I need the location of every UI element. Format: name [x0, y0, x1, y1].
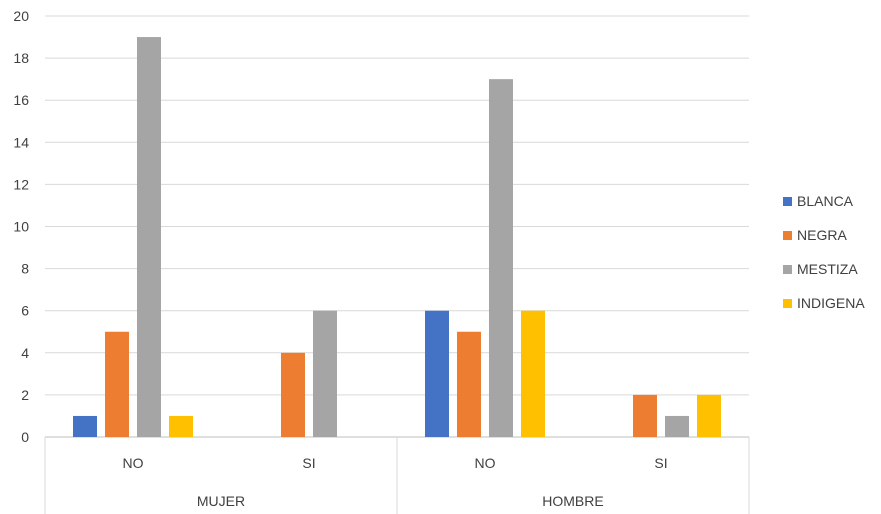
- y-tick-label: 4: [21, 345, 29, 361]
- x-tick-label: SI: [302, 455, 315, 471]
- bar-negra: [457, 331, 481, 437]
- bar-blanca: [425, 310, 449, 437]
- legend-swatch: [783, 265, 792, 274]
- bar-negra: [281, 352, 305, 437]
- legend-swatch: [783, 231, 792, 240]
- y-tick-label: 20: [13, 8, 29, 24]
- bar-blanca: [73, 415, 97, 437]
- bar-indigena: [521, 310, 545, 437]
- legend: BLANCA NEGRA MESTIZA INDIGENA: [783, 193, 865, 311]
- y-tick-label: 14: [13, 134, 29, 150]
- y-tick-label: 18: [13, 50, 29, 66]
- legend-swatch: [783, 299, 792, 308]
- x-tick-label: SI: [654, 455, 667, 471]
- bar-mestiza: [137, 37, 161, 438]
- bar-negra: [105, 331, 129, 437]
- group-label: HOMBRE: [542, 493, 603, 509]
- y-tick-label: 2: [21, 387, 29, 403]
- bar-mestiza: [313, 310, 337, 437]
- legend-label: NEGRA: [797, 227, 847, 243]
- y-tick-label: 0: [21, 429, 29, 445]
- y-axis-tick-labels: 0 2 4 6 8 10 12 14 16 18 20: [13, 8, 29, 445]
- y-tick-label: 6: [21, 303, 29, 319]
- bar-mestiza: [489, 79, 513, 438]
- legend-label: INDIGENA: [797, 295, 865, 311]
- x-tick-label: NO: [123, 455, 144, 471]
- y-tick-label: 10: [13, 219, 29, 235]
- bar-indigena: [697, 394, 721, 437]
- group-label: MUJER: [197, 493, 245, 509]
- y-tick-label: 8: [21, 261, 29, 277]
- bar-negra: [633, 394, 657, 437]
- y-tick-label: 12: [13, 176, 29, 192]
- bar-mestiza: [665, 415, 689, 437]
- bars: [73, 37, 721, 438]
- y-tick-label: 16: [13, 92, 29, 108]
- gridlines: [45, 15, 749, 438]
- bar-indigena: [169, 415, 193, 437]
- legend-swatch: [783, 197, 792, 206]
- legend-label: BLANCA: [797, 193, 854, 209]
- x-tick-label: NO: [475, 455, 496, 471]
- x-axis: NO SI NO SI MUJER HOMBRE: [44, 437, 750, 514]
- legend-label: MESTIZA: [797, 261, 858, 277]
